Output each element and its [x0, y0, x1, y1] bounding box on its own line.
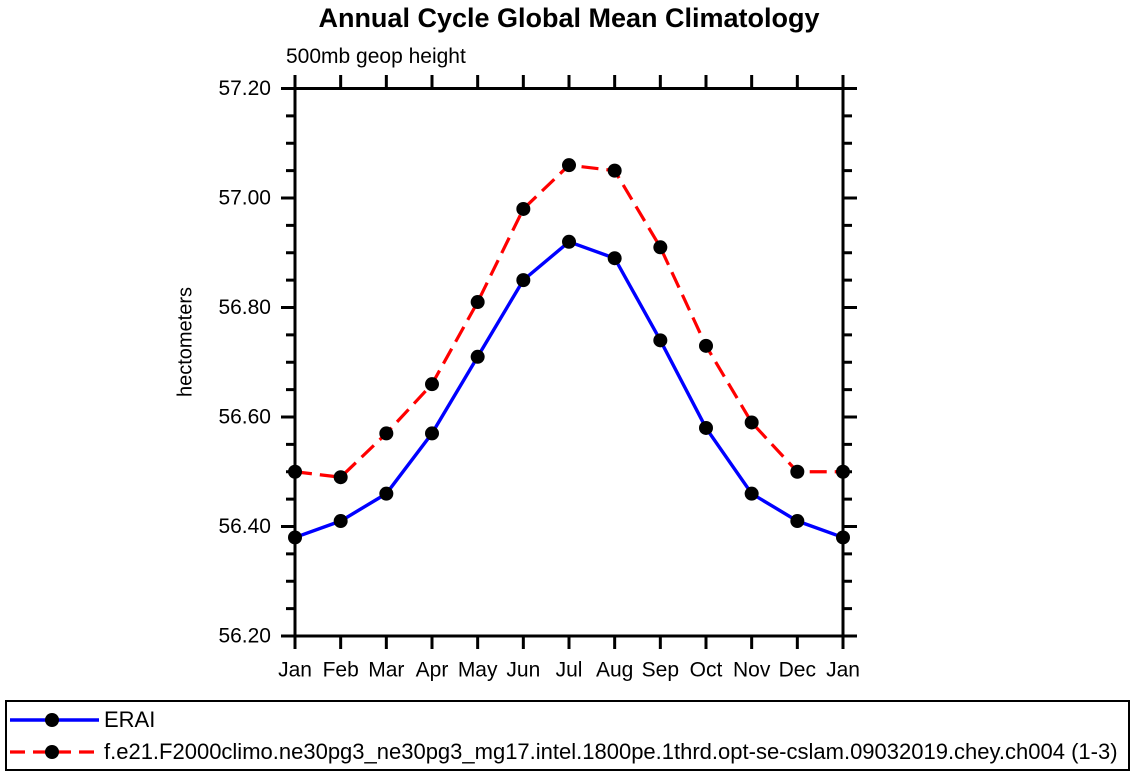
data-point-marker-s1 — [379, 426, 394, 441]
chart-title: Annual Cycle Global Mean Climatology — [318, 3, 820, 33]
series-line-1 — [294, 163, 843, 479]
x-tick-label: Sep — [642, 659, 679, 682]
x-tick-label: May — [458, 659, 498, 682]
x-tick-label: Jan — [278, 659, 312, 682]
legend-label-erai: ERAI — [104, 707, 156, 732]
data-point-marker-s0 — [744, 486, 759, 501]
data-point-marker-s0 — [836, 530, 850, 545]
x-tick-label: Feb — [323, 659, 359, 682]
data-point-marker-s1 — [790, 464, 805, 479]
model-line-icon — [10, 745, 99, 759]
axis-frame — [293, 87, 845, 638]
series-line-0 — [294, 239, 844, 540]
data-point-marker-s1 — [653, 240, 668, 255]
data-point-marker-s1 — [288, 464, 302, 479]
x-tick-label: Jan — [826, 659, 860, 682]
data-point-marker-s1 — [562, 158, 576, 173]
y-tick-label: 56.80 — [218, 296, 271, 319]
data-point-marker-s1 — [425, 377, 439, 392]
legend-entry-model: f.e21.F2000climo.ne30pg3_ne30pg3_mg17.in… — [8, 739, 1118, 765]
x-tick-label: Apr — [416, 659, 449, 682]
x-tick-label: Oct — [690, 659, 723, 682]
data-point-marker-s0 — [653, 333, 668, 348]
data-point-marker-s1 — [607, 163, 622, 178]
erai-line-icon — [10, 713, 99, 727]
data-point-marker-s0 — [470, 349, 485, 364]
data-point-marker-s0 — [607, 251, 622, 266]
data-point-marker-s0 — [288, 530, 302, 545]
data-point-marker-s1 — [470, 295, 485, 310]
data-point-marker-s0 — [562, 234, 576, 249]
legend-label-model: f.e21.F2000climo.ne30pg3_ne30pg3_mg17.in… — [104, 739, 1118, 764]
y-tick-label: 56.20 — [218, 625, 271, 648]
data-point-marker-s0 — [379, 486, 394, 501]
y-tick-label: 56.60 — [218, 406, 271, 429]
x-tick-label: Mar — [368, 659, 404, 682]
y-tick-label: 56.40 — [218, 515, 271, 538]
legend-entry-erai: ERAI — [8, 707, 155, 733]
data-point-marker-s0 — [699, 420, 713, 435]
x-tick-label: Nov — [733, 659, 771, 682]
data-point-marker-s1 — [836, 464, 850, 479]
x-tick-label: Jun — [506, 659, 540, 682]
data-point-marker-s1 — [516, 201, 531, 216]
data-point-marker-s0 — [790, 514, 805, 529]
x-tick-label: Dec — [779, 659, 816, 682]
x-tick-label: Aug — [596, 659, 633, 682]
chart-subtitle: 500mb geop height — [286, 45, 466, 68]
data-point-marker-s1 — [333, 470, 348, 485]
data-point-marker-s0 — [516, 273, 531, 288]
data-point-marker-s0 — [425, 426, 439, 441]
y-tick-label: 57.20 — [218, 77, 271, 100]
data-point-marker-s0 — [333, 514, 348, 529]
x-tick-label: Jul — [556, 659, 583, 682]
legend-box: ERAI f.e21.F2000climo.ne30pg3_ne30pg3_mg… — [5, 700, 1130, 771]
y-tick-label: 57.00 — [218, 187, 271, 210]
data-point-marker-s1 — [699, 338, 713, 353]
data-point-marker-s1 — [744, 415, 759, 430]
